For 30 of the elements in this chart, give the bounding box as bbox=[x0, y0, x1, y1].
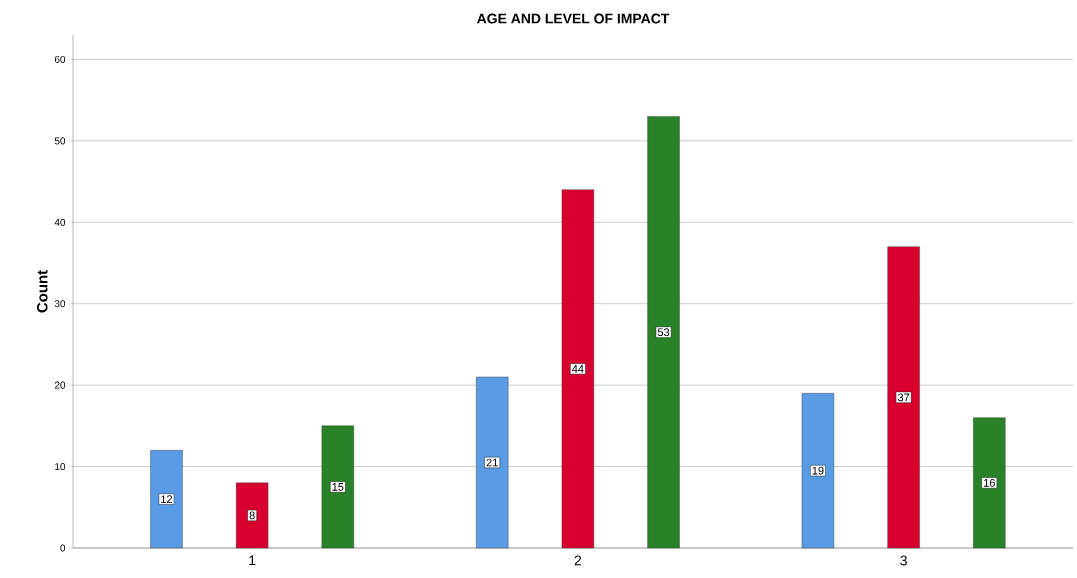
chart-title: AGE AND LEVEL OF IMPACT bbox=[477, 13, 670, 24]
bar bbox=[321, 425, 354, 549]
bar bbox=[887, 246, 920, 549]
y-tick-label: 50 bbox=[54, 137, 66, 145]
data-label: 19 bbox=[812, 466, 824, 475]
y-axis-title: Count bbox=[36, 270, 48, 313]
bar bbox=[647, 116, 680, 549]
bar bbox=[973, 417, 1006, 549]
data-label: 16 bbox=[984, 478, 995, 487]
y-tick-label: 20 bbox=[54, 381, 66, 389]
data-label: 12 bbox=[161, 495, 173, 503]
y-tick-label: 10 bbox=[55, 463, 66, 471]
x-tick-label: 2 bbox=[574, 555, 582, 566]
data-label: 21 bbox=[486, 458, 498, 467]
bar bbox=[476, 376, 509, 549]
data-label: 44 bbox=[572, 365, 584, 373]
x-tick-label: 3 bbox=[900, 555, 907, 566]
y-tick-label: 60 bbox=[54, 55, 66, 63]
bar bbox=[150, 450, 183, 549]
data-label: 53 bbox=[657, 328, 670, 337]
x-tick-label: 1 bbox=[249, 555, 256, 566]
bar bbox=[235, 482, 269, 549]
y-tick-label: 40 bbox=[54, 218, 66, 226]
y-tick-label: 0 bbox=[60, 544, 66, 552]
bar bbox=[801, 393, 835, 549]
bar bbox=[561, 189, 595, 549]
data-label: 15 bbox=[332, 483, 344, 491]
y-tick-label: 30 bbox=[54, 300, 66, 308]
data-label: 8 bbox=[249, 511, 255, 520]
data-label: 37 bbox=[897, 393, 910, 402]
